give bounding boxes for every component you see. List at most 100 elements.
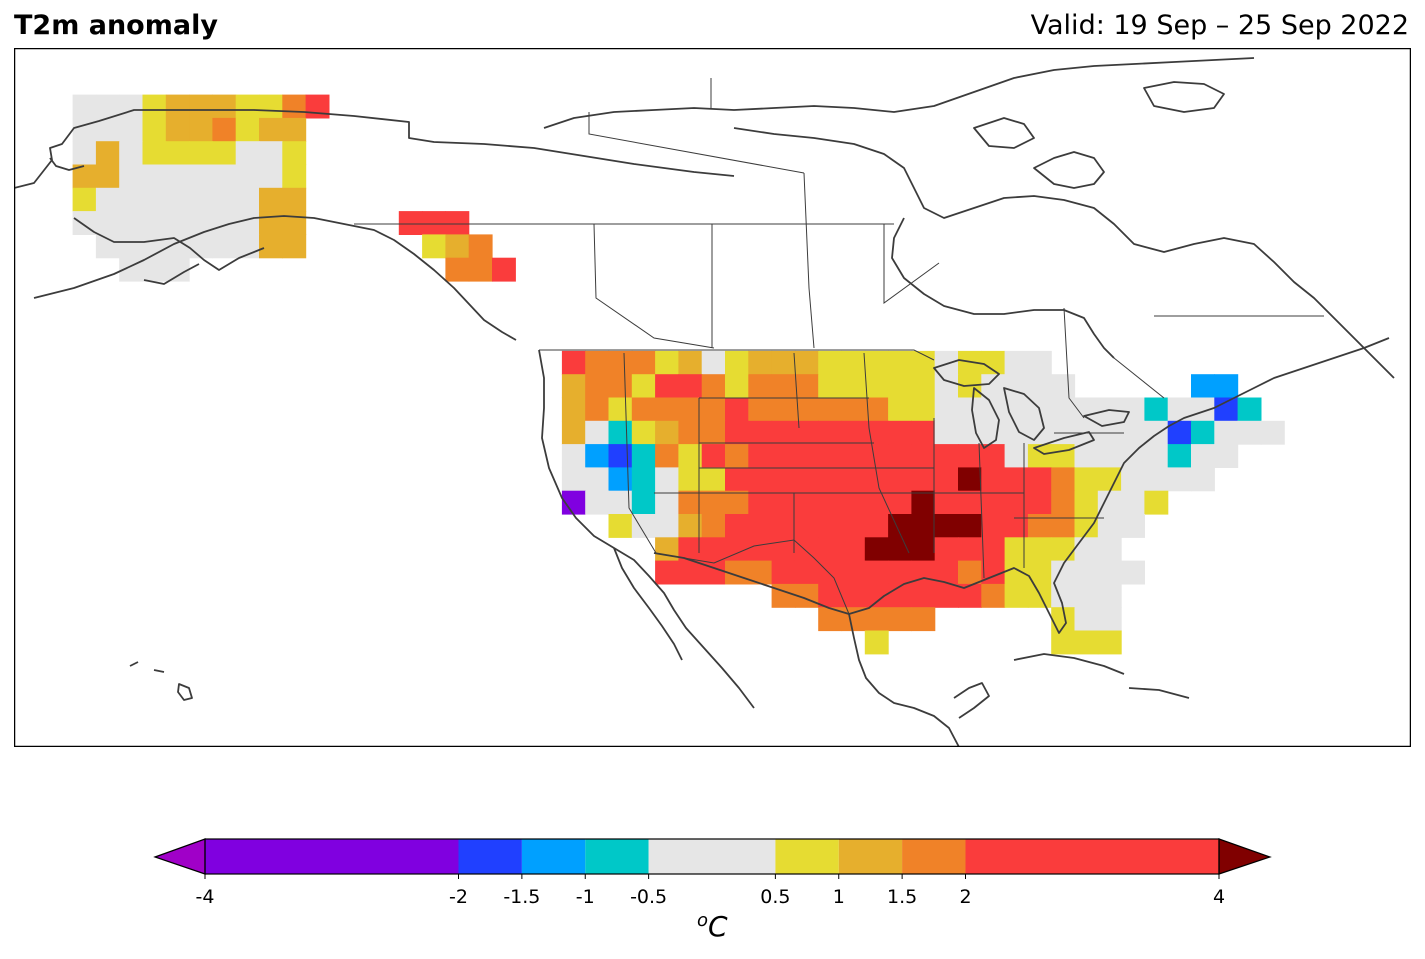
anomaly-cell [608,350,633,375]
anomaly-cell [1260,420,1285,445]
anomaly-cell [1027,467,1052,492]
anomaly-cell [235,141,260,166]
anomaly-cell [655,374,679,399]
anomaly-cell [981,490,1006,515]
anomaly-cell [841,444,866,468]
anomaly-cell [561,397,586,422]
anomaly-cell [864,537,889,562]
anomaly-cell [1051,374,1076,399]
anomaly-cell [794,350,819,375]
anomaly-cell [771,490,796,515]
anomaly-cell [794,420,819,445]
anomaly-cell [212,211,237,235]
anomaly-cell [1051,490,1076,515]
anomaly-cell [864,630,889,655]
anomaly-cell [561,444,586,468]
anomaly-cell [888,607,912,632]
colorbar-frame [204,838,1220,875]
anomaly-cell [631,467,656,492]
anomaly-cell [794,374,819,399]
anomaly-cell [1027,537,1052,562]
anomaly-cell [72,187,97,212]
anomaly-cell [725,397,749,422]
anomaly-cell [72,164,97,189]
anomaly-cell [282,234,307,259]
anomaly-cell [189,234,213,259]
anomaly-cell [981,514,1006,538]
anomaly-cell [189,211,213,235]
anomaly-cell [1074,583,1099,608]
anomaly-cell [1074,397,1099,422]
anomaly-cell [911,583,936,608]
anomaly-cell [841,374,866,399]
anomaly-cell [818,583,843,608]
anomaly-cell [119,164,144,189]
colorbar-tick-label: -1.5 [503,886,540,908]
anomaly-cell [655,397,679,422]
anomaly-cell [725,374,749,399]
anomaly-cell [841,397,866,422]
anomaly-cell [771,537,796,562]
anomaly-cell [888,374,912,399]
colorbar-bin [521,839,586,874]
anomaly-cell [1144,490,1169,515]
anomaly-cell [981,350,1006,375]
anomaly-cell [95,141,120,166]
anomaly-cell [1051,444,1076,468]
anomaly-cell [142,257,167,282]
colorbar-bin [585,839,649,874]
anomaly-cell [678,467,703,492]
anomaly-cell [189,187,213,212]
anomaly-cell [1051,537,1076,562]
anomaly-cell [864,560,889,585]
anomaly-cell [165,187,190,212]
anomaly-cell [631,397,656,422]
anomaly-cell [818,467,843,492]
anomaly-cell [655,490,679,515]
anomaly-cell [911,490,936,515]
anomaly-cell [794,467,819,492]
anomaly-cell [1004,467,1029,492]
anomaly-cell [678,420,703,445]
anomaly-cell [95,164,120,189]
anomaly-cell [981,467,1006,492]
anomaly-cell [794,444,819,468]
anomaly-cell [678,560,703,585]
anomaly-cell [1167,467,1192,492]
anomaly-cell [934,444,959,468]
anomaly-cell [1121,514,1145,538]
anomaly-cell [212,164,237,189]
anomaly-cell [259,94,283,119]
anomaly-cell [655,420,679,445]
anomaly-cell [585,350,610,375]
anomaly-cell [1237,397,1262,422]
anomaly-cell [794,514,819,538]
colorbar-tick-label: 2 [959,886,971,908]
anomaly-cell [189,164,213,189]
anomaly-cell [981,537,1006,562]
anomaly-cell [1074,490,1099,515]
colorbar-tick-label: -2 [449,886,468,908]
anomaly-cell [934,537,959,562]
anomaly-cell [1144,397,1169,422]
anomaly-cell [259,211,283,235]
anomaly-cell [888,467,912,492]
anomaly-cell [72,141,97,166]
anomaly-cell [748,397,773,422]
anomaly-cell [958,490,982,515]
anomaly-cell [655,514,679,538]
anomaly-cell [1004,374,1029,399]
anomaly-cell [864,444,889,468]
anomaly-cell [585,397,610,422]
anomaly-cell [841,583,866,608]
anomaly-cell [1144,467,1169,492]
anomaly-cell [701,537,726,562]
anomaly-cell [678,374,703,399]
anomaly-cell [841,467,866,492]
anomaly-cell [1121,467,1145,492]
anomaly-cell [445,234,470,259]
anomaly-cell [631,490,656,515]
anomaly-cell [119,141,144,166]
anomaly-cell [888,583,912,608]
anomaly-cell [72,94,97,119]
